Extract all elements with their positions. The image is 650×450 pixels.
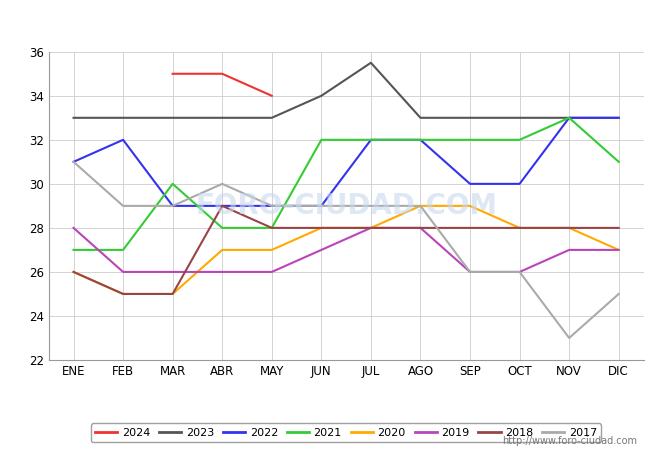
Text: FORO-CIUDAD.COM: FORO-CIUDAD.COM — [195, 192, 497, 220]
Text: http://www.foro-ciudad.com: http://www.foro-ciudad.com — [502, 436, 637, 446]
Legend: 2024, 2023, 2022, 2021, 2020, 2019, 2018, 2017: 2024, 2023, 2022, 2021, 2020, 2019, 2018… — [91, 423, 601, 442]
Text: Afiliados en Agón a 31/5/2024: Afiliados en Agón a 31/5/2024 — [200, 14, 450, 33]
